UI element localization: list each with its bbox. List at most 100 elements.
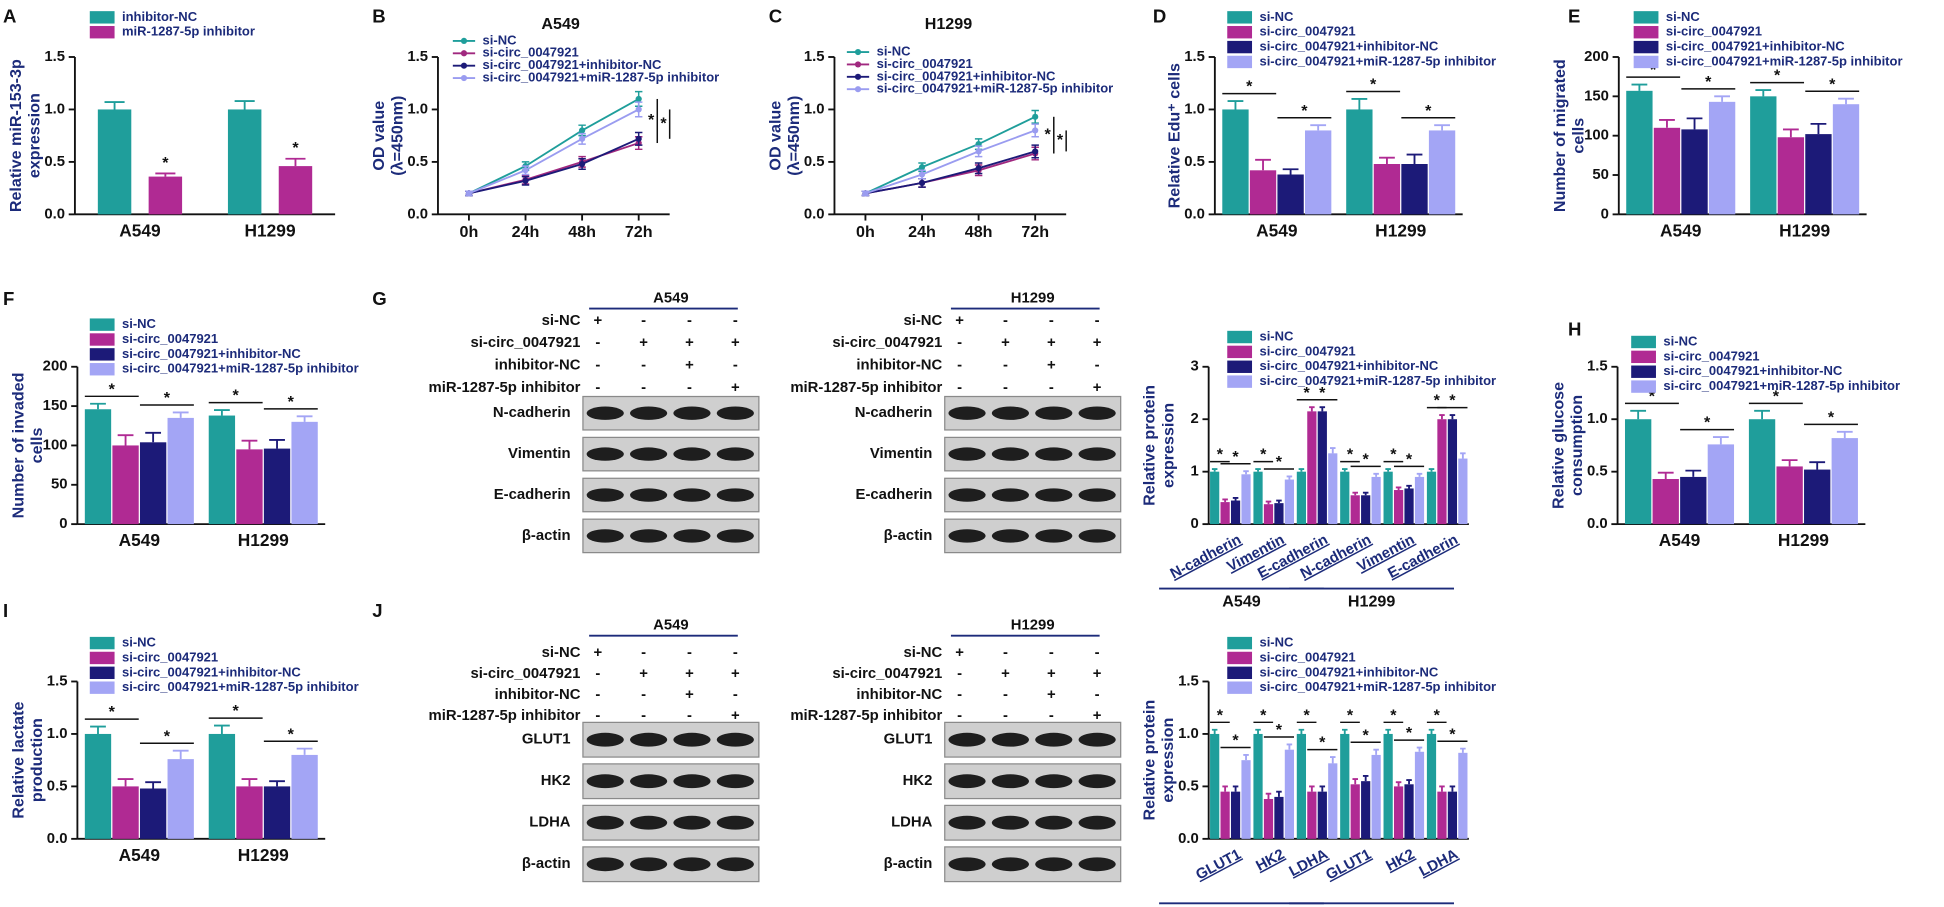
error-bar: [1243, 470, 1249, 475]
significance-star: *: [1319, 734, 1326, 752]
legend-label: si-circ_0047921+inhibitor-NC: [1663, 363, 1842, 378]
blot-band: [586, 815, 624, 830]
bar: [1426, 471, 1437, 525]
condition-sign: -: [957, 666, 962, 682]
condition-sign: -: [1003, 645, 1008, 661]
bar: [1437, 791, 1447, 839]
blot-row-label: E-cadherin: [494, 487, 571, 503]
error-bar: [1836, 430, 1853, 439]
bar: [1241, 760, 1251, 839]
blot-band: [673, 857, 711, 872]
error-bar: [1352, 778, 1358, 785]
blot-row-label: E-cadherin: [856, 487, 933, 503]
y-axis-label: cells: [1569, 118, 1587, 154]
significance-star: *: [1649, 387, 1656, 405]
bar: [1393, 786, 1404, 839]
legend-label: si-circ_0047921+inhibitor-NC: [1259, 664, 1438, 679]
condition-label: si-NC: [542, 313, 581, 329]
legend-swatch: [1227, 330, 1253, 344]
error-bar: [1406, 779, 1412, 785]
y-tick-label: 150: [1584, 88, 1609, 104]
bar: [1210, 733, 1220, 839]
condition-sign: -: [595, 666, 600, 682]
y-tick-label: 0: [1601, 206, 1609, 222]
data-point: [522, 177, 529, 184]
x-tick-label: A549: [119, 220, 160, 240]
blot-band: [716, 815, 754, 830]
bar: [1750, 96, 1777, 215]
condition-sign: -: [641, 357, 646, 373]
error-bar: [145, 781, 162, 789]
legend-label: si-NC: [1666, 9, 1701, 24]
bar: [236, 449, 263, 525]
legend-marker: [460, 37, 468, 44]
bar: [291, 421, 318, 525]
error-bar: [1276, 499, 1282, 504]
y-tick-label: 1.0: [804, 101, 825, 117]
legend-marker: [460, 62, 468, 69]
error-bar: [1385, 728, 1391, 734]
significance-star: *: [233, 387, 240, 405]
y-axis-label: Relative lactate: [9, 702, 27, 819]
blot-band: [948, 529, 986, 543]
bar: [84, 733, 112, 839]
legend-label: si-circ_0047921+inhibitor-NC: [1259, 39, 1438, 54]
blot-title: H1299: [1011, 291, 1055, 307]
error-bar: [1352, 491, 1358, 496]
significance-star: *: [1303, 384, 1310, 402]
group-label: H1299: [1348, 592, 1395, 610]
error-bar: [1428, 468, 1435, 472]
bar: [1328, 453, 1338, 525]
error-bar: [1810, 122, 1827, 135]
significance-star: *: [288, 725, 295, 743]
condition-sign: +: [685, 666, 694, 682]
condition-sign: +: [685, 687, 694, 703]
series-line: [468, 98, 640, 195]
significance-star: *: [1449, 392, 1456, 410]
bar: [1361, 495, 1371, 525]
error-bar: [1286, 475, 1293, 480]
bar: [1274, 796, 1284, 839]
bar: [1220, 791, 1230, 839]
significance-star: *: [1425, 102, 1432, 120]
legend-label: si-circ_0047921: [1259, 649, 1355, 664]
blot-band: [991, 857, 1029, 872]
bar: [167, 759, 194, 839]
error-bar: [1434, 124, 1450, 131]
y-tick-label: 1: [1190, 464, 1198, 480]
bar: [1805, 134, 1832, 215]
bar: [1653, 127, 1681, 215]
error-bar: [117, 778, 134, 787]
condition-label: inhibitor-NC: [495, 357, 581, 373]
bar: [1437, 419, 1447, 525]
bar: [1404, 784, 1414, 839]
legend-swatch: [89, 681, 115, 694]
bar: [1328, 763, 1338, 839]
error-bar: [285, 157, 306, 167]
error-bar: [1395, 486, 1402, 491]
error-bar: [1385, 468, 1391, 472]
blot-band: [716, 406, 754, 420]
bar: [1414, 476, 1425, 525]
x-tick-label: A549: [1659, 530, 1700, 550]
bar: [1707, 444, 1735, 525]
bar: [1263, 504, 1274, 525]
significance-star: *: [1217, 706, 1224, 724]
blot-band: [716, 732, 754, 747]
condition-sign: +: [685, 335, 694, 351]
condition-sign: -: [1095, 687, 1100, 703]
error-bar: [1449, 785, 1456, 792]
legend-marker: [854, 86, 862, 93]
x-tick-label: GLUT1: [1193, 847, 1244, 884]
data-point: [1032, 127, 1039, 134]
error-bar: [1265, 500, 1272, 505]
bar: [1277, 174, 1304, 215]
bar: [227, 109, 262, 215]
legend-swatch: [89, 666, 115, 680]
legend-label: inhibitor-NC: [122, 9, 198, 24]
blot-band: [586, 529, 624, 543]
error-bar: [1712, 436, 1729, 445]
blot-band: [630, 732, 668, 747]
bar: [84, 409, 112, 525]
bar: [263, 448, 291, 525]
